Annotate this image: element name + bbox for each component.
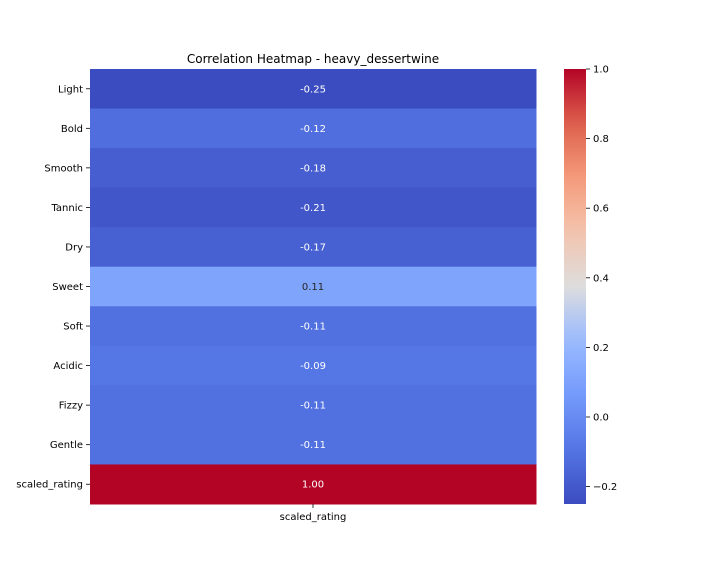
column-tick-label: scaled_rating: [280, 512, 347, 523]
cell-value-label: -0.21: [300, 203, 326, 214]
cell-value-label: -0.17: [300, 242, 326, 253]
colorbar-tick-label: 0.8: [593, 134, 609, 145]
row-tick-label: Dry: [65, 242, 83, 253]
chart-title: Correlation Heatmap - heavy_dessertwine: [187, 52, 439, 66]
row-tick-label: Acidic: [53, 361, 83, 372]
colorbar-tick-label: 1.0: [593, 65, 609, 76]
cell-value-label: 1.00: [302, 480, 324, 491]
cell-value-label: -0.11: [300, 401, 326, 412]
cell-value-label: 0.11: [302, 282, 324, 293]
cell-value-label: -0.25: [300, 84, 326, 95]
colorbar: −0.2 0.0 0.2 0.4 0.6 0.8 1.0: [564, 65, 617, 504]
heatmap-cell: [90, 227, 537, 268]
heatmap-cell: [90, 385, 537, 426]
column-tick-labels: scaled_rating: [280, 504, 347, 523]
heatmap-cell: [90, 108, 537, 149]
heatmap-cell: [90, 345, 537, 386]
row-tick-label: Sweet: [52, 282, 83, 293]
colorbar-tick-label: −0.2: [593, 482, 617, 493]
heatmap-cell: [90, 464, 537, 505]
colorbar-tick-label: 0.6: [593, 204, 609, 215]
row-tick-label: Tannic: [50, 203, 83, 214]
cell-value-label: -0.11: [300, 440, 326, 451]
heatmap-cell: [90, 266, 537, 307]
cell-value-label: -0.09: [300, 361, 326, 372]
row-tick-label: Smooth: [44, 163, 83, 174]
row-tick-label: Soft: [63, 322, 83, 333]
heatmap-cell: [90, 148, 537, 189]
heatmap-cell: [90, 187, 537, 228]
cell-value-label: -0.12: [300, 124, 326, 135]
row-tick-labels: Light Bold Smooth Tannic Dry Sweet Soft Acidic F…: [16, 84, 90, 491]
row-tick-label: Fizzy: [59, 401, 83, 412]
heatmap-cell: [90, 306, 537, 347]
heatmap-cells: -0.25 -0.12 -0.18 -0.21 -0.17 0.11 -0.11 -0.09 -…: [90, 69, 537, 505]
cell-value-label: -0.18: [300, 163, 326, 174]
row-tick-label: Gentle: [50, 440, 83, 451]
colorbar-gradient: [564, 69, 586, 504]
colorbar-tick-label: 0.0: [593, 413, 609, 424]
heatmap-cell: [90, 69, 537, 110]
row-tick-label: scaled_rating: [16, 480, 83, 491]
row-tick-label: Light: [58, 84, 83, 95]
heatmap-cell: [90, 424, 537, 465]
cell-value-label: -0.11: [300, 322, 326, 333]
row-tick-label: Bold: [61, 124, 83, 135]
colorbar-tick-label: 0.2: [593, 343, 609, 354]
colorbar-tick-label: 0.4: [593, 273, 609, 284]
